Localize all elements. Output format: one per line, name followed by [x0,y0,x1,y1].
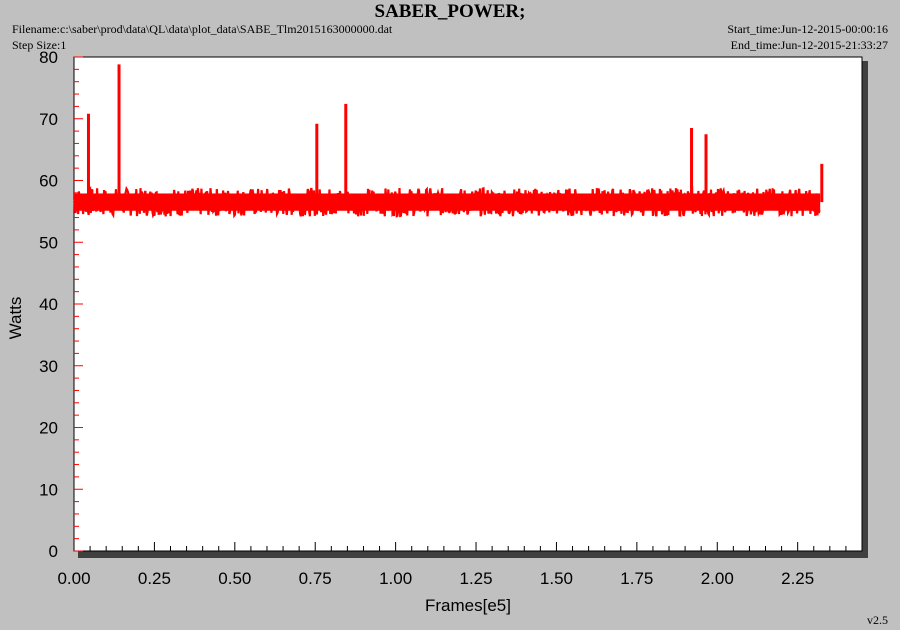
y-tick-label: 10 [39,480,58,499]
chart-title: SABER_POWER; [374,1,526,22]
x-tick-labels: 0.00 0.25 0.50 0.75 1.00 1.25 1.50 1.75 2.00 2.25 [57,569,814,588]
series-band [74,193,821,211]
y-tick-label: 20 [39,419,58,438]
x-tick-label: 0.25 [138,569,171,588]
version-label: v2.5 [867,613,888,627]
plot-area [73,56,863,552]
y-tick-label: 70 [39,110,58,129]
y-tick-label: 80 [39,48,58,67]
x-tick-label: 1.50 [540,569,573,588]
filename-label: Filename:c:\saber\prod\data\QL\data\plot… [12,22,393,36]
x-tick-label: 0.00 [57,569,90,588]
x-tick-label: 1.00 [379,569,412,588]
y-tick-label: 0 [49,542,58,561]
y-tick-label: 30 [39,357,58,376]
y-tick-labels: 0 10 20 30 40 50 60 70 80 [39,48,58,561]
y-tick-label: 50 [39,233,58,252]
major-ticks [73,56,799,552]
x-tick-label: 2.25 [781,569,814,588]
step-size-label: Step Size:1 [12,38,67,52]
x-tick-label: 0.50 [218,569,251,588]
x-tick-label: 1.25 [459,569,492,588]
y-axis-label: Watts [6,297,25,340]
y-tick-label: 60 [39,172,58,191]
end-time-label: End_time:Jun-12-2015-21:33:27 [730,38,888,52]
x-tick-label: 1.75 [620,569,653,588]
x-axis-label: Frames[e5] [425,596,511,615]
x-tick-label: 0.75 [299,569,332,588]
series-watts [72,64,824,219]
x-tick-label: 2.00 [701,569,734,588]
minor-ticks [74,68,863,551]
start-time-label: Start_time:Jun-12-2015-00:00:16 [727,22,888,36]
y-tick-label: 40 [39,295,58,314]
